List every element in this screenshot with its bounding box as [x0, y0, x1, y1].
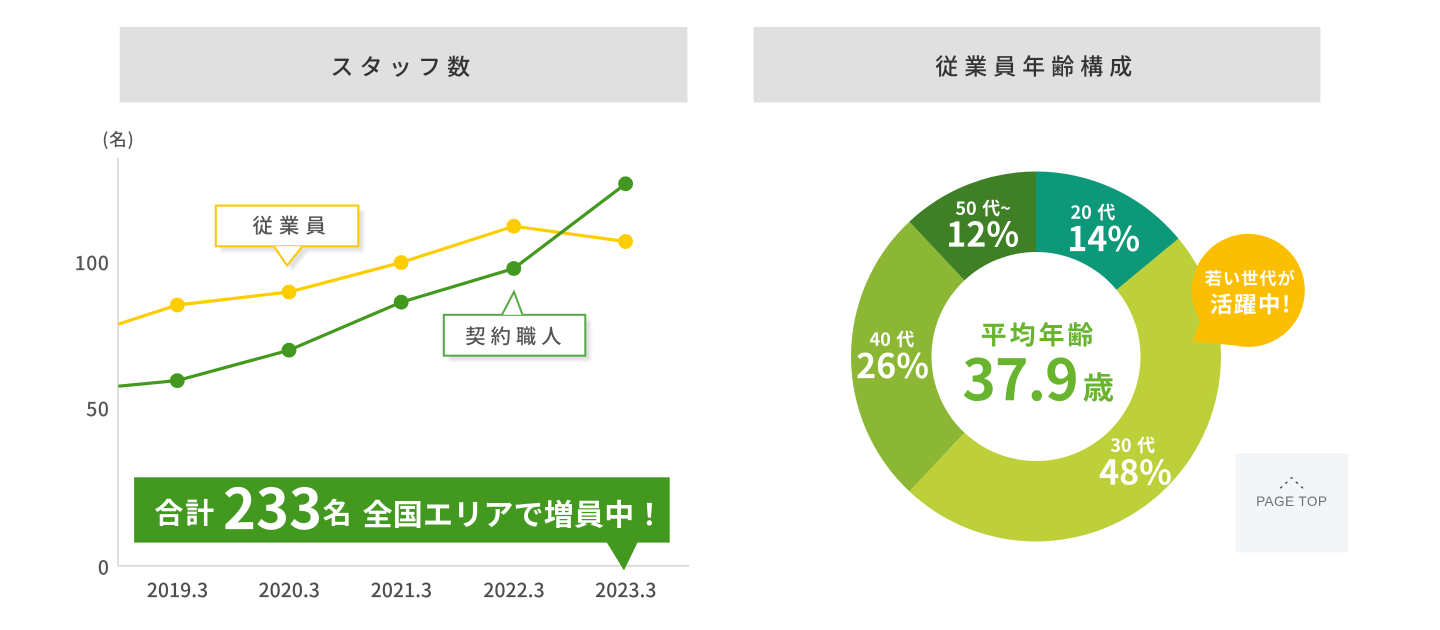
svg-text:PAGE TOP: PAGE TOP [1256, 494, 1327, 509]
